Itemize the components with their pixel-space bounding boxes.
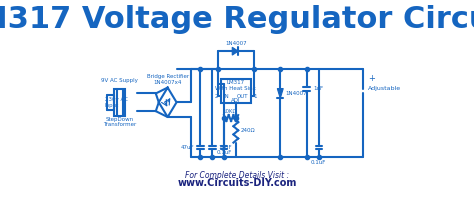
Text: 10KΩ: 10KΩ	[223, 109, 237, 114]
Text: 0.1uF: 0.1uF	[311, 160, 327, 165]
Text: 1N4007: 1N4007	[225, 41, 246, 46]
Bar	[114, 88, 125, 116]
Text: 0.1uF: 0.1uF	[216, 150, 232, 155]
Text: IN: IN	[223, 94, 229, 99]
Text: 1: 1	[253, 94, 256, 99]
Text: 230v AC
Input: 230v AC Input	[105, 97, 128, 108]
Text: OUT: OUT	[237, 94, 248, 99]
Text: 240Ω: 240Ω	[241, 128, 255, 133]
Text: 10uF: 10uF	[218, 145, 232, 150]
Text: 47uF: 47uF	[181, 145, 194, 150]
Text: Bridge Rectifier
1N4007x4: Bridge Rectifier 1N4007x4	[146, 74, 189, 85]
Bar	[221, 79, 251, 103]
Polygon shape	[232, 47, 238, 55]
Text: 1uF: 1uF	[313, 86, 323, 91]
Text: +: +	[368, 74, 375, 83]
Text: LM317
With Heat Sink: LM317 With Heat Sink	[215, 80, 256, 91]
Text: www.Circuits-DIY.com: www.Circuits-DIY.com	[177, 178, 297, 188]
Text: Adjustable: Adjustable	[368, 86, 401, 91]
Polygon shape	[277, 88, 283, 98]
Text: For Complete Details Visit :: For Complete Details Visit :	[185, 170, 289, 180]
Text: LM317 Voltage Regulator Circuit: LM317 Voltage Regulator Circuit	[0, 5, 474, 34]
Text: 2: 2	[215, 94, 219, 99]
Text: 1N4007: 1N4007	[285, 91, 307, 96]
Text: ADJ: ADJ	[231, 98, 241, 103]
Text: 9V AC Supply: 9V AC Supply	[101, 78, 138, 83]
Text: StepDown
Transformer: StepDown Transformer	[103, 117, 136, 127]
